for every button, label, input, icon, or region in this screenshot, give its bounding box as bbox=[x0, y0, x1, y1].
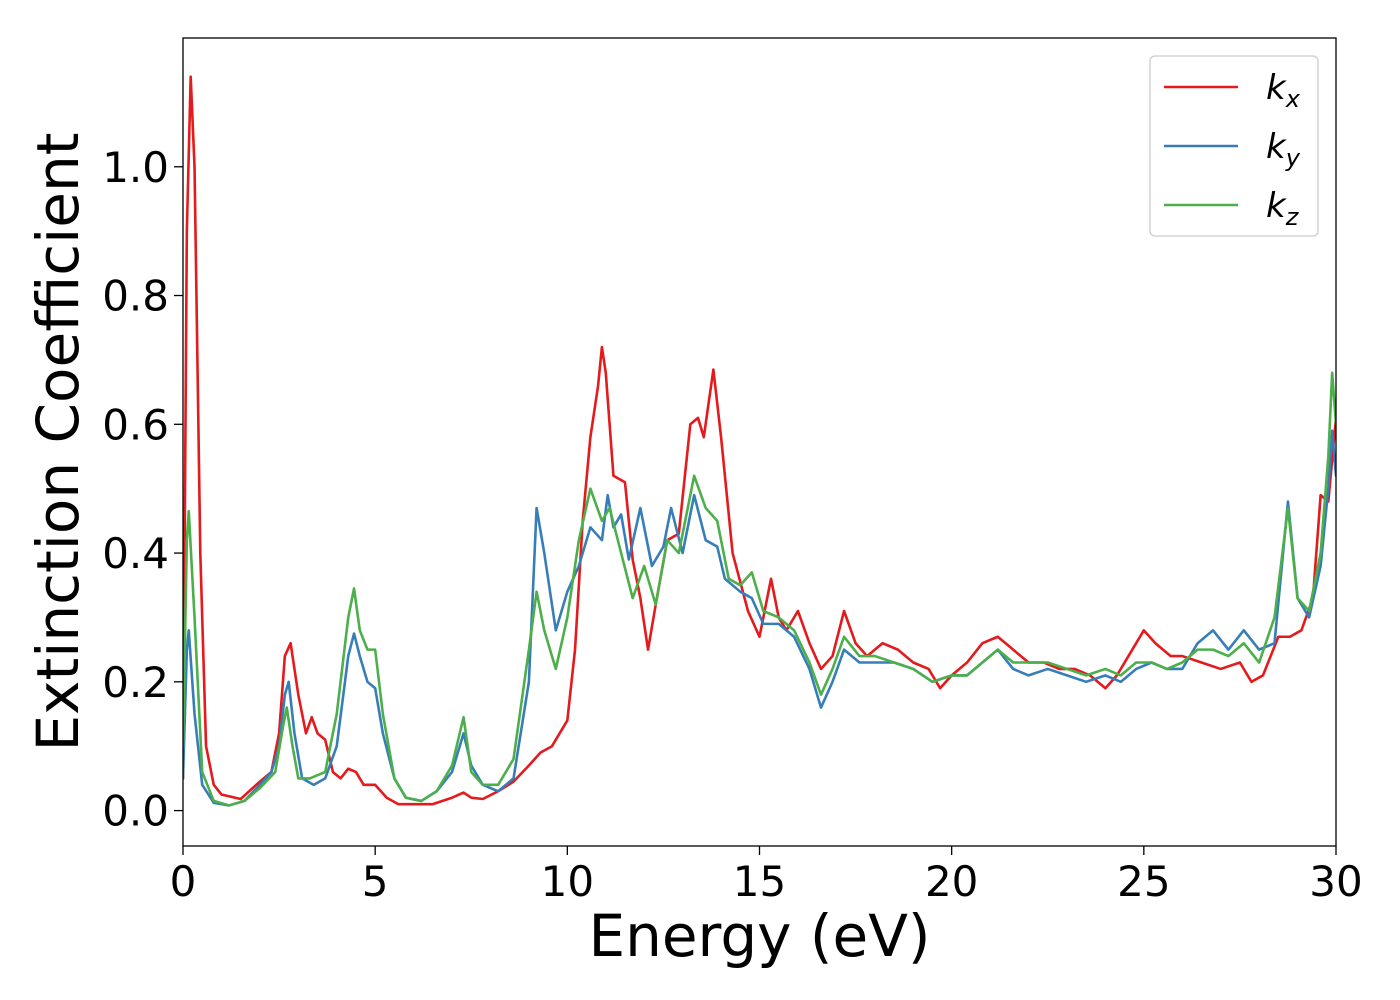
legend-label-y: ky bbox=[1266, 127, 1301, 172]
series-line-z bbox=[183, 371, 1336, 807]
x-tick-label: 15 bbox=[733, 857, 786, 906]
legend-label-x: kx bbox=[1266, 68, 1301, 113]
x-tick-label: 0 bbox=[170, 857, 197, 906]
y-tick-label: 0.4 bbox=[102, 529, 169, 578]
series-layer bbox=[183, 75, 1336, 807]
x-tick-label: 20 bbox=[925, 857, 978, 906]
x-axis: 0 5 10 15 20 25 30 bbox=[170, 846, 1363, 906]
y-axis-title: Extinction Coefficient bbox=[24, 133, 92, 752]
y-axis: 0.0 0.2 0.4 0.6 0.8 1.0 bbox=[102, 143, 183, 836]
y-tick-label: 0.2 bbox=[102, 658, 169, 707]
y-tick-label: 0.0 bbox=[102, 787, 169, 836]
x-tick-label: 10 bbox=[541, 857, 594, 906]
x-tick-label: 25 bbox=[1117, 857, 1170, 906]
x-tick-label: 5 bbox=[362, 857, 389, 906]
y-tick-label: 1.0 bbox=[102, 143, 169, 192]
y-tick-label: 0.6 bbox=[102, 400, 169, 449]
x-axis-title: Energy (eV) bbox=[588, 902, 930, 970]
x-tick-label: 30 bbox=[1309, 857, 1362, 906]
y-tick-label: 0.8 bbox=[102, 272, 169, 321]
series-line-y bbox=[183, 429, 1336, 807]
legend: kx ky kz bbox=[1149, 55, 1319, 237]
legend-label-z: kz bbox=[1266, 186, 1300, 231]
